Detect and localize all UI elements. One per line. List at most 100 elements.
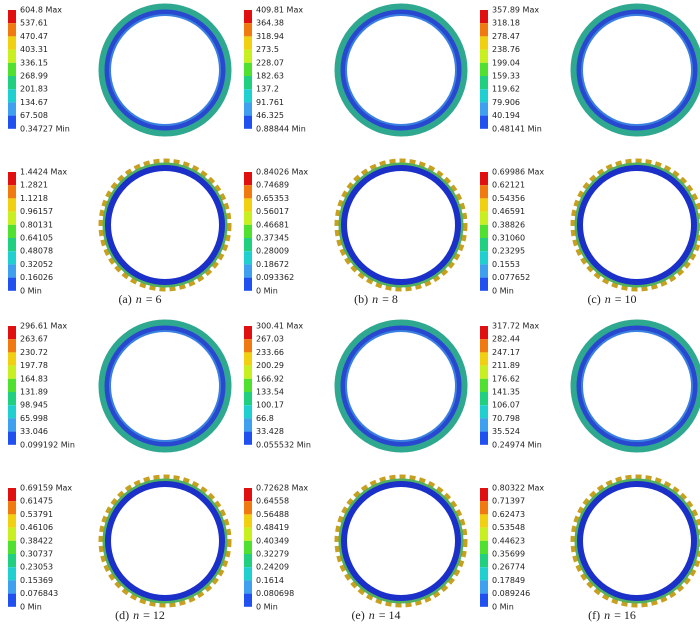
caption-variable: n: [372, 292, 378, 306]
legend-label: 65.998: [20, 414, 48, 423]
legend-label: 0.96157: [20, 207, 53, 216]
legend-label: 199.04: [492, 58, 520, 67]
ring-outer: [98, 474, 232, 608]
legend-label: 0.46591: [492, 207, 525, 216]
ring-outer: [334, 3, 468, 137]
legend-swatch: [244, 89, 252, 103]
legend-swatch: [8, 501, 16, 515]
ring-inner: [581, 14, 693, 126]
legend: 0.80322 Max 0.71397 0.62473 0.53548 0.44623 0…: [480, 484, 544, 611]
legend-swatch: [8, 527, 16, 541]
legend-label: 238.76: [492, 45, 520, 54]
legend-swatch: [244, 593, 252, 607]
legend-swatch: [244, 405, 252, 419]
legend-swatch: [480, 567, 488, 581]
legend-swatch: [8, 352, 16, 366]
legend-swatch: [244, 23, 252, 37]
stress-ring: [570, 319, 700, 453]
legend-label: 100.17: [256, 401, 284, 410]
legend-label: 46.325: [256, 111, 284, 120]
legend-label: 98.945: [20, 401, 48, 410]
legend-label: 211.89: [492, 361, 520, 370]
caption-letter: (d): [115, 608, 129, 622]
legend-label: 0.28009: [256, 247, 289, 256]
legend: 0.72628 Max 0.64558 0.56488 0.48419 0.40349 0…: [244, 484, 308, 611]
legend-label: 604.8 Max: [20, 6, 62, 15]
legend-swatch: [480, 49, 488, 63]
legend-swatch: [8, 224, 16, 238]
stress-ring: [570, 3, 700, 137]
ring-mid: [576, 325, 698, 447]
legend-label: 0.32279: [256, 550, 289, 559]
caption: (c) n = 10: [587, 292, 636, 306]
legend-label: 166.92: [256, 374, 284, 383]
legend-label: 1.1218: [20, 194, 48, 203]
legend-label: 0.1614: [256, 576, 284, 585]
legend-label: 0.80322 Max: [492, 484, 544, 493]
legend-swatch: [480, 36, 488, 50]
legend-label: 0.48078: [20, 247, 53, 256]
legend-label: 0.69986 Max: [492, 168, 544, 177]
legend-swatch: [480, 23, 488, 37]
legend: 296.61 Max 263.67 230.72 197.78 164.83 131.89…: [8, 322, 75, 449]
ring-inner: [109, 330, 221, 442]
caption-value: = 6: [146, 292, 162, 306]
legend-swatch: [8, 89, 16, 103]
legend-label: 0 Min: [256, 286, 278, 295]
legend-label: 296.61 Max: [20, 322, 67, 331]
legend-swatch: [480, 418, 488, 432]
ring-mid: [576, 9, 698, 131]
legend-label: 0.84026 Max: [256, 168, 308, 177]
legend-swatch: [480, 10, 488, 24]
legend-swatch: [480, 185, 488, 199]
legend-label: 0.48419: [256, 523, 289, 532]
ring-outer: [334, 319, 468, 453]
legend-swatch: [244, 580, 252, 594]
legend-swatch: [8, 431, 16, 445]
legend-label: 35.524: [492, 427, 520, 436]
legend-label: 0.30737: [20, 550, 53, 559]
legend-label: 0 Min: [492, 286, 514, 295]
legend-swatch: [244, 211, 252, 225]
legend-label: 0.44623: [492, 536, 525, 545]
legend-label: 263.67: [20, 335, 48, 344]
legend-swatch: [480, 501, 488, 515]
legend-label: 278.47: [492, 32, 520, 41]
legend-swatch: [480, 352, 488, 366]
legend-label: 67.508: [20, 111, 48, 120]
legend-label: 0.38826: [492, 220, 525, 229]
caption-variable: n: [604, 608, 610, 622]
legend-label: 0.37345: [256, 234, 289, 243]
legend-swatch: [480, 405, 488, 419]
legend-swatch: [8, 593, 16, 607]
legend-label: 0.093362: [256, 273, 294, 282]
legend-label: 0.089246: [492, 589, 530, 598]
ring-mid: [574, 162, 700, 288]
legend-swatch: [480, 172, 488, 186]
caption-variable: n: [136, 292, 142, 306]
legend-label: 267.03: [256, 335, 284, 344]
caption-value: = 10: [615, 292, 637, 306]
legend-label: 0.23053: [20, 563, 53, 572]
ring-mid: [104, 325, 226, 447]
legend-label: 0.62121: [492, 181, 525, 190]
legend-swatch: [480, 224, 488, 238]
ring-mid: [574, 478, 700, 604]
legend-swatch: [8, 378, 16, 392]
legend-swatch: [480, 211, 488, 225]
legend-swatch: [480, 251, 488, 265]
legend-swatch: [244, 238, 252, 252]
legend-swatch: [244, 49, 252, 63]
legend-label: 0.32052: [20, 260, 53, 269]
ring-inner: [577, 165, 697, 285]
legend-label: 0.31060: [492, 234, 525, 243]
stress-ring: [98, 3, 232, 137]
legend-swatch: [244, 36, 252, 50]
legend-swatch: [8, 36, 16, 50]
caption: (d) n = 12: [115, 608, 165, 622]
legend-label: 0 Min: [492, 602, 514, 611]
legend-label: 0.23295: [492, 247, 525, 256]
ring-mid: [338, 162, 464, 288]
